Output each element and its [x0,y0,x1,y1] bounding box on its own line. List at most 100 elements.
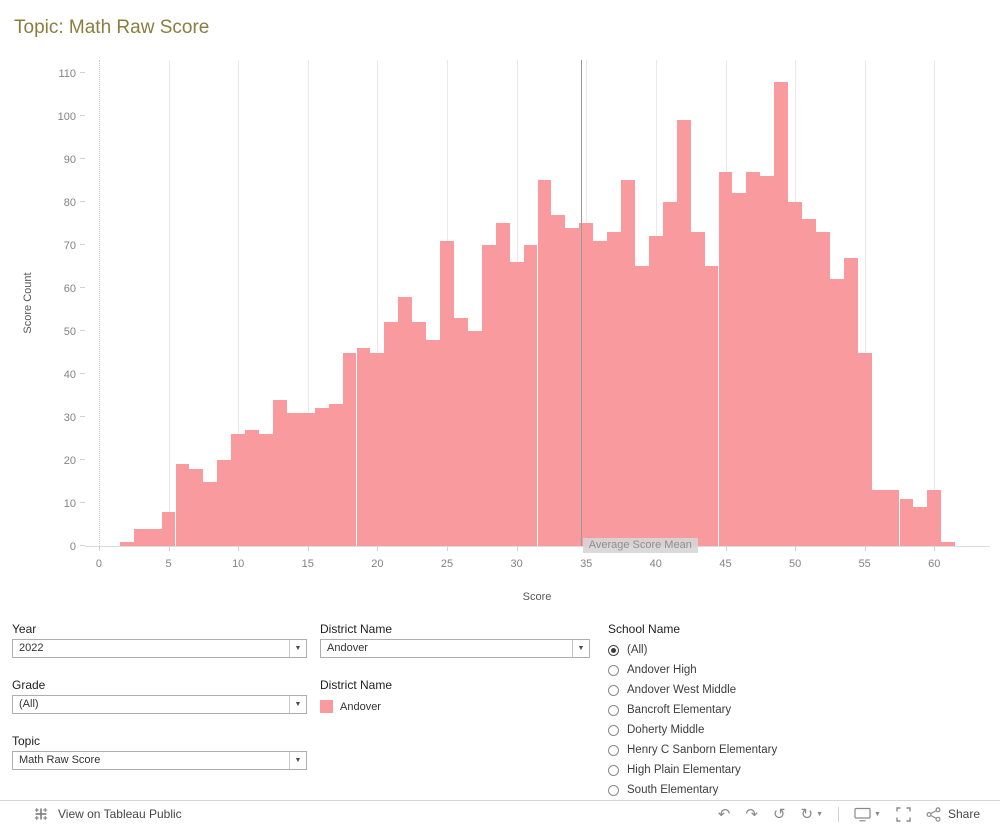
histogram-bar[interactable] [370,352,385,546]
histogram-bar[interactable] [259,434,273,546]
school-option-label: Andover High [627,664,697,676]
undo-icon[interactable]: ↶ [717,805,731,823]
x-tick-label: 0 [95,558,102,570]
x-tick-mark [516,546,518,551]
x-tick-mark [934,546,936,551]
y-tick-label: 10 [63,498,76,510]
histogram-bar[interactable] [871,490,886,546]
school-option[interactable]: Henry C Sanborn Elementary [608,740,928,760]
school-option[interactable]: Bancroft Elementary [608,700,928,720]
histogram-bar[interactable] [231,434,246,546]
histogram-bar[interactable] [648,236,663,546]
redo-icon[interactable]: ↷ [745,805,758,823]
school-option[interactable]: Doherty Middle [608,720,928,740]
histogram-bar[interactable] [272,399,287,546]
y-tick-label: 30 [63,412,76,424]
fullscreen-icon[interactable] [896,806,911,822]
histogram-bar[interactable] [927,490,942,546]
reset-icon[interactable]: ↺ [772,805,786,823]
histogram-bar[interactable] [537,180,552,546]
radio-button-icon [608,784,619,796]
histogram-bar[interactable] [774,81,789,546]
year-filter-label: Year [12,622,37,636]
histogram-bar[interactable] [746,171,761,546]
histogram-bar[interactable] [147,528,162,546]
histogram-bar[interactable] [843,257,858,546]
x-tick-label: 55 [858,558,871,570]
gridline [307,60,309,546]
histogram-bar[interactable] [634,266,649,546]
histogram-bar[interactable] [802,219,816,546]
histogram-bar[interactable] [426,339,441,546]
histogram-bar[interactable] [467,331,482,546]
histogram-bar[interactable] [885,490,900,546]
histogram-bar[interactable] [412,322,427,546]
histogram-bar[interactable] [732,193,747,546]
histogram-bar[interactable] [913,507,928,546]
histogram-bar[interactable] [398,296,413,546]
view-on-tableau-link[interactable]: View on Tableau Public [33,806,182,822]
grade-dropdown[interactable]: (All) ▼ [12,695,307,714]
histogram-bar[interactable] [356,348,371,546]
histogram-bar[interactable] [495,223,510,546]
histogram-bar[interactable] [481,244,496,546]
histogram-bar[interactable] [119,541,134,546]
histogram-bar[interactable] [565,227,580,546]
share-button[interactable]: Share [926,806,980,822]
histogram-bar[interactable] [829,279,844,546]
histogram-bar[interactable] [815,232,830,546]
y-tick-label: 90 [63,153,76,166]
histogram-bar[interactable] [384,322,399,546]
histogram-bar[interactable] [189,468,204,546]
histogram-bar[interactable] [245,429,260,546]
gridline [98,60,100,546]
histogram-bar[interactable] [607,232,622,546]
school-option[interactable]: (All) [608,640,928,660]
histogram-bar[interactable] [704,266,719,546]
histogram-bar[interactable] [509,262,524,546]
histogram-bar[interactable] [718,171,733,546]
histogram-bar[interactable] [690,232,705,546]
histogram-bar[interactable] [760,176,775,546]
school-option[interactable]: Andover West Middle [608,680,928,700]
download-menu[interactable]: ▼ [854,807,881,822]
chevron-down-icon: ▼ [289,640,306,657]
histogram-bar[interactable] [300,412,315,546]
histogram-bar[interactable] [440,240,454,546]
radio-button-icon [608,644,619,656]
topic-dropdown[interactable]: Math Raw Score ▼ [12,751,307,770]
histogram-bar[interactable] [899,498,914,546]
histogram-bar[interactable] [203,481,218,546]
histogram-bar[interactable] [788,201,803,546]
x-tick-label: 35 [580,558,593,570]
histogram-bar[interactable] [621,180,635,546]
y-tick-label: 110 [58,67,76,80]
district-filter-label: District Name [320,622,393,636]
histogram-bar[interactable] [662,201,677,546]
district-dropdown[interactable]: Andover ▼ [320,639,590,658]
x-tick-label: 10 [232,558,245,570]
refresh-menu[interactable]: ↻ ▼ [801,807,824,822]
histogram-bar[interactable] [133,528,148,546]
histogram-bar[interactable] [676,120,691,546]
year-dropdown[interactable]: 2022 ▼ [12,639,307,658]
filter-column-left: Year 2022 ▼ Grade (All) ▼ Topic Math Raw… [12,622,307,790]
histogram-bar[interactable] [161,511,176,546]
histogram-bar[interactable] [941,541,956,546]
school-option[interactable]: South Elementary [608,780,928,800]
histogram-bar[interactable] [579,223,594,546]
histogram-bar[interactable] [523,244,538,546]
histogram-bar[interactable] [593,240,608,546]
histogram-bar[interactable] [551,214,566,546]
school-option[interactable]: High Plain Elementary [608,760,928,780]
histogram-bar[interactable] [286,412,301,546]
histogram-bar[interactable] [857,352,872,546]
histogram-bar[interactable] [217,460,232,546]
school-option[interactable]: Andover High [608,660,928,680]
histogram-bar[interactable] [328,404,343,546]
histogram-bar[interactable] [314,408,329,546]
legend-item[interactable]: Andover [320,700,590,713]
histogram-bar[interactable] [453,318,468,546]
histogram-bar[interactable] [175,464,190,546]
histogram-bar[interactable] [342,352,357,546]
